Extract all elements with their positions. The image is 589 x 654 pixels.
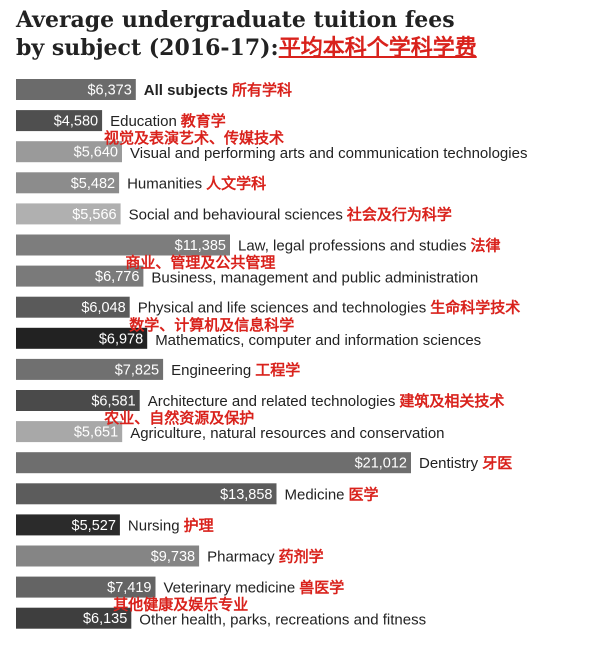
- bar-value-label: $6,978: [99, 331, 143, 347]
- category-label-chinese: 医学: [349, 485, 379, 503]
- category-label: Dentistry: [419, 455, 479, 472]
- category-label: Physical and life sciences and technolog…: [138, 300, 427, 317]
- bar-value-label: $6,135: [83, 611, 127, 627]
- bar-value-label: $4,580: [54, 114, 98, 130]
- bar: [16, 172, 120, 194]
- category-label-chinese: 人文学科: [206, 174, 266, 192]
- category-label-chinese: 法律: [471, 237, 501, 255]
- category-label: Law, legal professions and studies: [238, 238, 466, 255]
- category-label: Social and behavioural sciences: [129, 206, 343, 223]
- category-label: Business, management and public administ…: [151, 270, 478, 287]
- category-label-chinese: 牙医: [482, 454, 512, 472]
- category-label: Architecture and related technologies: [148, 393, 396, 410]
- bar: [16, 327, 148, 349]
- category-label-chinese: 数学、计算机及信息科学: [129, 316, 294, 334]
- category-label: Humanities: [127, 175, 202, 192]
- bar: [16, 234, 230, 256]
- category-label-chinese: 药剂学: [279, 548, 324, 566]
- bar: [16, 141, 122, 163]
- title-line-2-english: by subject (2016-17):: [16, 35, 279, 61]
- bar: [16, 296, 130, 318]
- category-label: Nursing: [128, 517, 180, 534]
- bar: [16, 110, 103, 132]
- category-label: Medicine: [285, 486, 345, 503]
- category-label: Engineering: [171, 362, 251, 379]
- category-label: Education: [110, 113, 177, 130]
- bar-value-label: $6,776: [95, 269, 139, 285]
- category-label: Veterinary medicine: [164, 580, 296, 597]
- category-label: Other health, parks, recreations and fit…: [139, 612, 426, 629]
- category-label-chinese: 教育学: [180, 112, 226, 130]
- bar: [16, 358, 164, 380]
- category-label-chinese: 护理: [184, 516, 214, 534]
- bar: [16, 79, 136, 100]
- category-label-chinese: 视觉及表演艺术、传媒技术: [104, 129, 284, 147]
- category-label: Visual and performing arts and communica…: [130, 145, 527, 162]
- category-label-chinese: 建筑及相关技术: [399, 392, 504, 410]
- bar: [16, 421, 123, 443]
- bar-value-label: $7,419: [107, 580, 151, 596]
- chart-title: Average undergraduate tuition fees by su…: [16, 6, 586, 62]
- bar-value-label: $5,651: [74, 425, 118, 441]
- category-label: All subjects: [144, 82, 228, 99]
- bar: [16, 576, 156, 598]
- bar-value-label: $5,527: [72, 518, 116, 534]
- bar: [16, 390, 140, 411]
- bar-value-label: $6,373: [87, 83, 131, 99]
- title-line-2-chinese: 平均本科个学科学费: [278, 35, 477, 61]
- bar-value-label: $9,738: [151, 549, 195, 565]
- bar: [16, 545, 200, 567]
- category-label-chinese: 商业、管理及公共管理: [125, 254, 275, 272]
- bar-value-label: $7,825: [115, 362, 159, 378]
- category-label: Agriculture, natural resources and conse…: [130, 425, 444, 442]
- bar-value-label: $13,858: [220, 487, 272, 503]
- category-label-chinese: 生命科学技术: [430, 299, 520, 317]
- title-line-1: Average undergraduate tuition fees: [16, 7, 455, 33]
- category-label: Mathematics, computer and information sc…: [155, 332, 481, 349]
- category-label-chinese: 农业、自然资源及保护: [103, 409, 254, 427]
- bar: [16, 452, 411, 474]
- category-label: Pharmacy: [207, 549, 275, 566]
- bar: [16, 514, 120, 536]
- bar: [16, 483, 277, 505]
- category-label-chinese: 兽医学: [299, 579, 344, 597]
- category-label-chinese: 所有学科: [232, 81, 292, 99]
- bar-value-label: $6,581: [91, 394, 135, 410]
- bar-value-label: $5,566: [72, 207, 116, 223]
- bar-value-label: $11,385: [175, 238, 226, 254]
- category-label-chinese: 工程学: [255, 361, 300, 379]
- bar-value-label: $6,048: [81, 300, 125, 316]
- category-label-chinese: 社会及行为科学: [346, 205, 452, 223]
- category-label-chinese: 其他健康及娱乐专业: [113, 596, 248, 614]
- title-line-2: by subject (2016-17):平均本科个学科学费: [16, 35, 477, 61]
- bar-value-label: $5,640: [74, 145, 118, 161]
- bar-value-label: $5,482: [71, 176, 115, 192]
- bar: [16, 203, 121, 225]
- bar: [16, 607, 132, 629]
- bar-value-label: $21,012: [355, 456, 407, 472]
- bar: [16, 265, 144, 287]
